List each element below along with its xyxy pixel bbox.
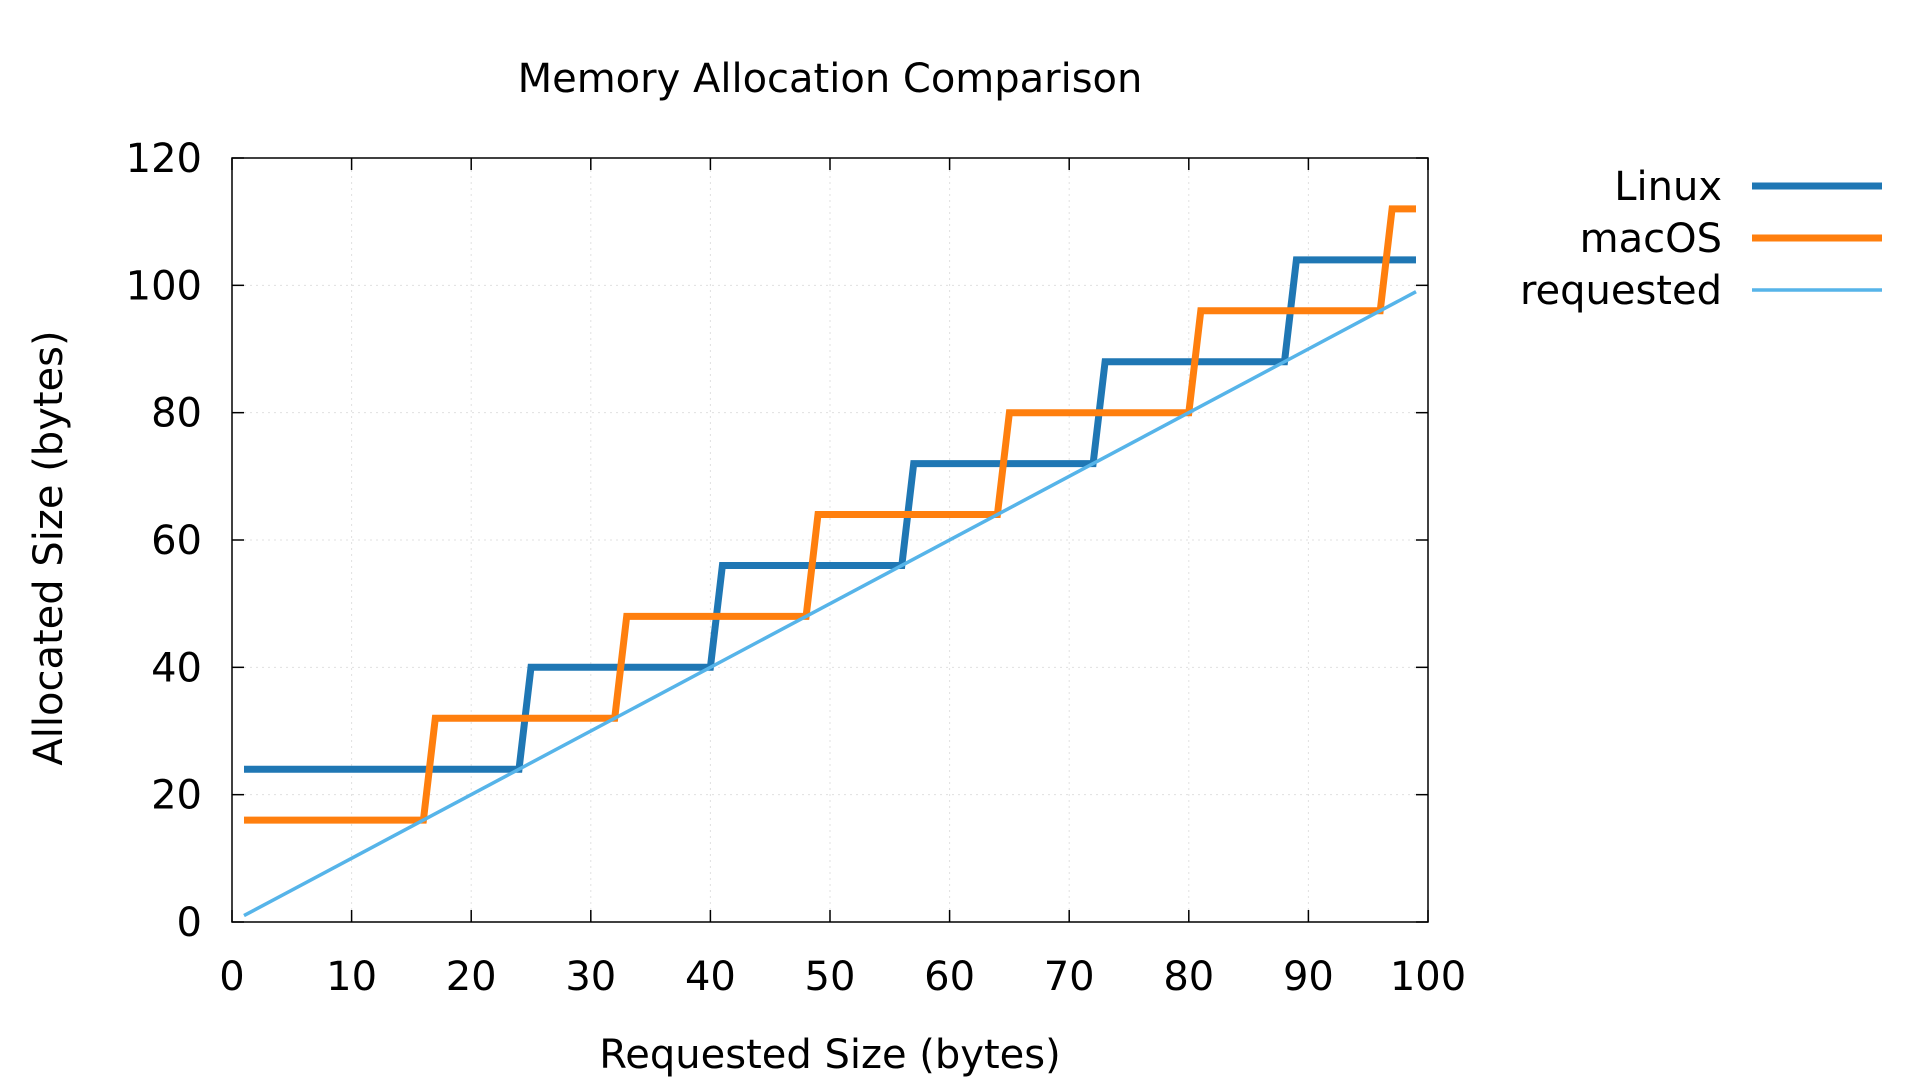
x-tick-label: 10 (326, 954, 377, 1000)
y-axis-label: Allocated Size (bytes) (26, 330, 72, 765)
x-tick-label: 90 (1283, 954, 1334, 1000)
y-tick-label: 80 (151, 391, 202, 437)
x-tick-label: 30 (565, 954, 616, 1000)
y-tick-label: 60 (151, 518, 202, 564)
legend-label-linux: Linux (1614, 164, 1722, 210)
chart-title: Memory Allocation Comparison (518, 56, 1143, 102)
y-tick-label: 20 (151, 773, 202, 819)
grid-lines (232, 158, 1428, 922)
x-tick-label: 80 (1163, 954, 1214, 1000)
x-tick-label: 40 (685, 954, 736, 1000)
legend-label-macos: macOS (1580, 216, 1722, 262)
x-tick-label: 60 (924, 954, 975, 1000)
y-tick-label: 120 (126, 136, 202, 182)
series-line-requested (243, 290, 1417, 918)
x-tick-label: 100 (1390, 954, 1466, 1000)
x-tick-label: 50 (805, 954, 856, 1000)
series-line-macos (244, 205, 1416, 824)
y-tick-label: 0 (177, 900, 202, 946)
tick-layer: 0 10 20 30 40 50 60 70 80 90 100 0 20 40 60 80 100 120 (126, 136, 1467, 1000)
x-axis-label: Requested Size (bytes) (599, 1032, 1060, 1078)
x-tick-label: 20 (446, 954, 497, 1000)
series-layer (243, 205, 1417, 918)
legend-label-requested: requested (1520, 268, 1722, 314)
x-tick-label: 70 (1044, 954, 1095, 1000)
legend: Linux macOS requested (1520, 164, 1882, 314)
y-tick-label: 40 (151, 645, 202, 691)
x-tick-label: 0 (219, 954, 244, 1000)
y-tick-label: 100 (126, 263, 202, 309)
